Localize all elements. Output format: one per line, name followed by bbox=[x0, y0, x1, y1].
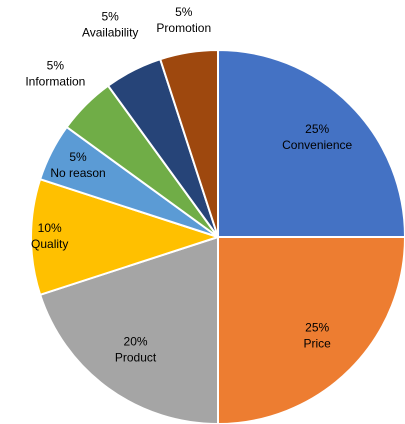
category-label: Promotion bbox=[156, 21, 211, 35]
value-label: 20% bbox=[124, 335, 148, 349]
category-label: Quality bbox=[31, 237, 68, 251]
value-label: 5% bbox=[69, 150, 87, 164]
pie-slice bbox=[30, 177, 222, 297]
pie-slice bbox=[217, 48, 405, 238]
category-label: Information bbox=[25, 75, 85, 89]
value-label: 10% bbox=[38, 221, 62, 235]
category-label: Availability bbox=[82, 26, 138, 40]
category-label: No reason bbox=[50, 166, 105, 180]
value-label: 5% bbox=[47, 59, 65, 73]
category-label: Product bbox=[115, 351, 157, 365]
value-label: 25% bbox=[305, 122, 329, 136]
value-label: 5% bbox=[175, 5, 193, 19]
pie-slice bbox=[38, 235, 219, 424]
category-label: Convenience bbox=[282, 138, 352, 152]
pie-slice bbox=[158, 48, 219, 238]
category-label: Price bbox=[303, 336, 331, 350]
value-label: 5% bbox=[102, 10, 120, 24]
pie-slice bbox=[217, 236, 405, 424]
value-label: 25% bbox=[305, 320, 329, 334]
